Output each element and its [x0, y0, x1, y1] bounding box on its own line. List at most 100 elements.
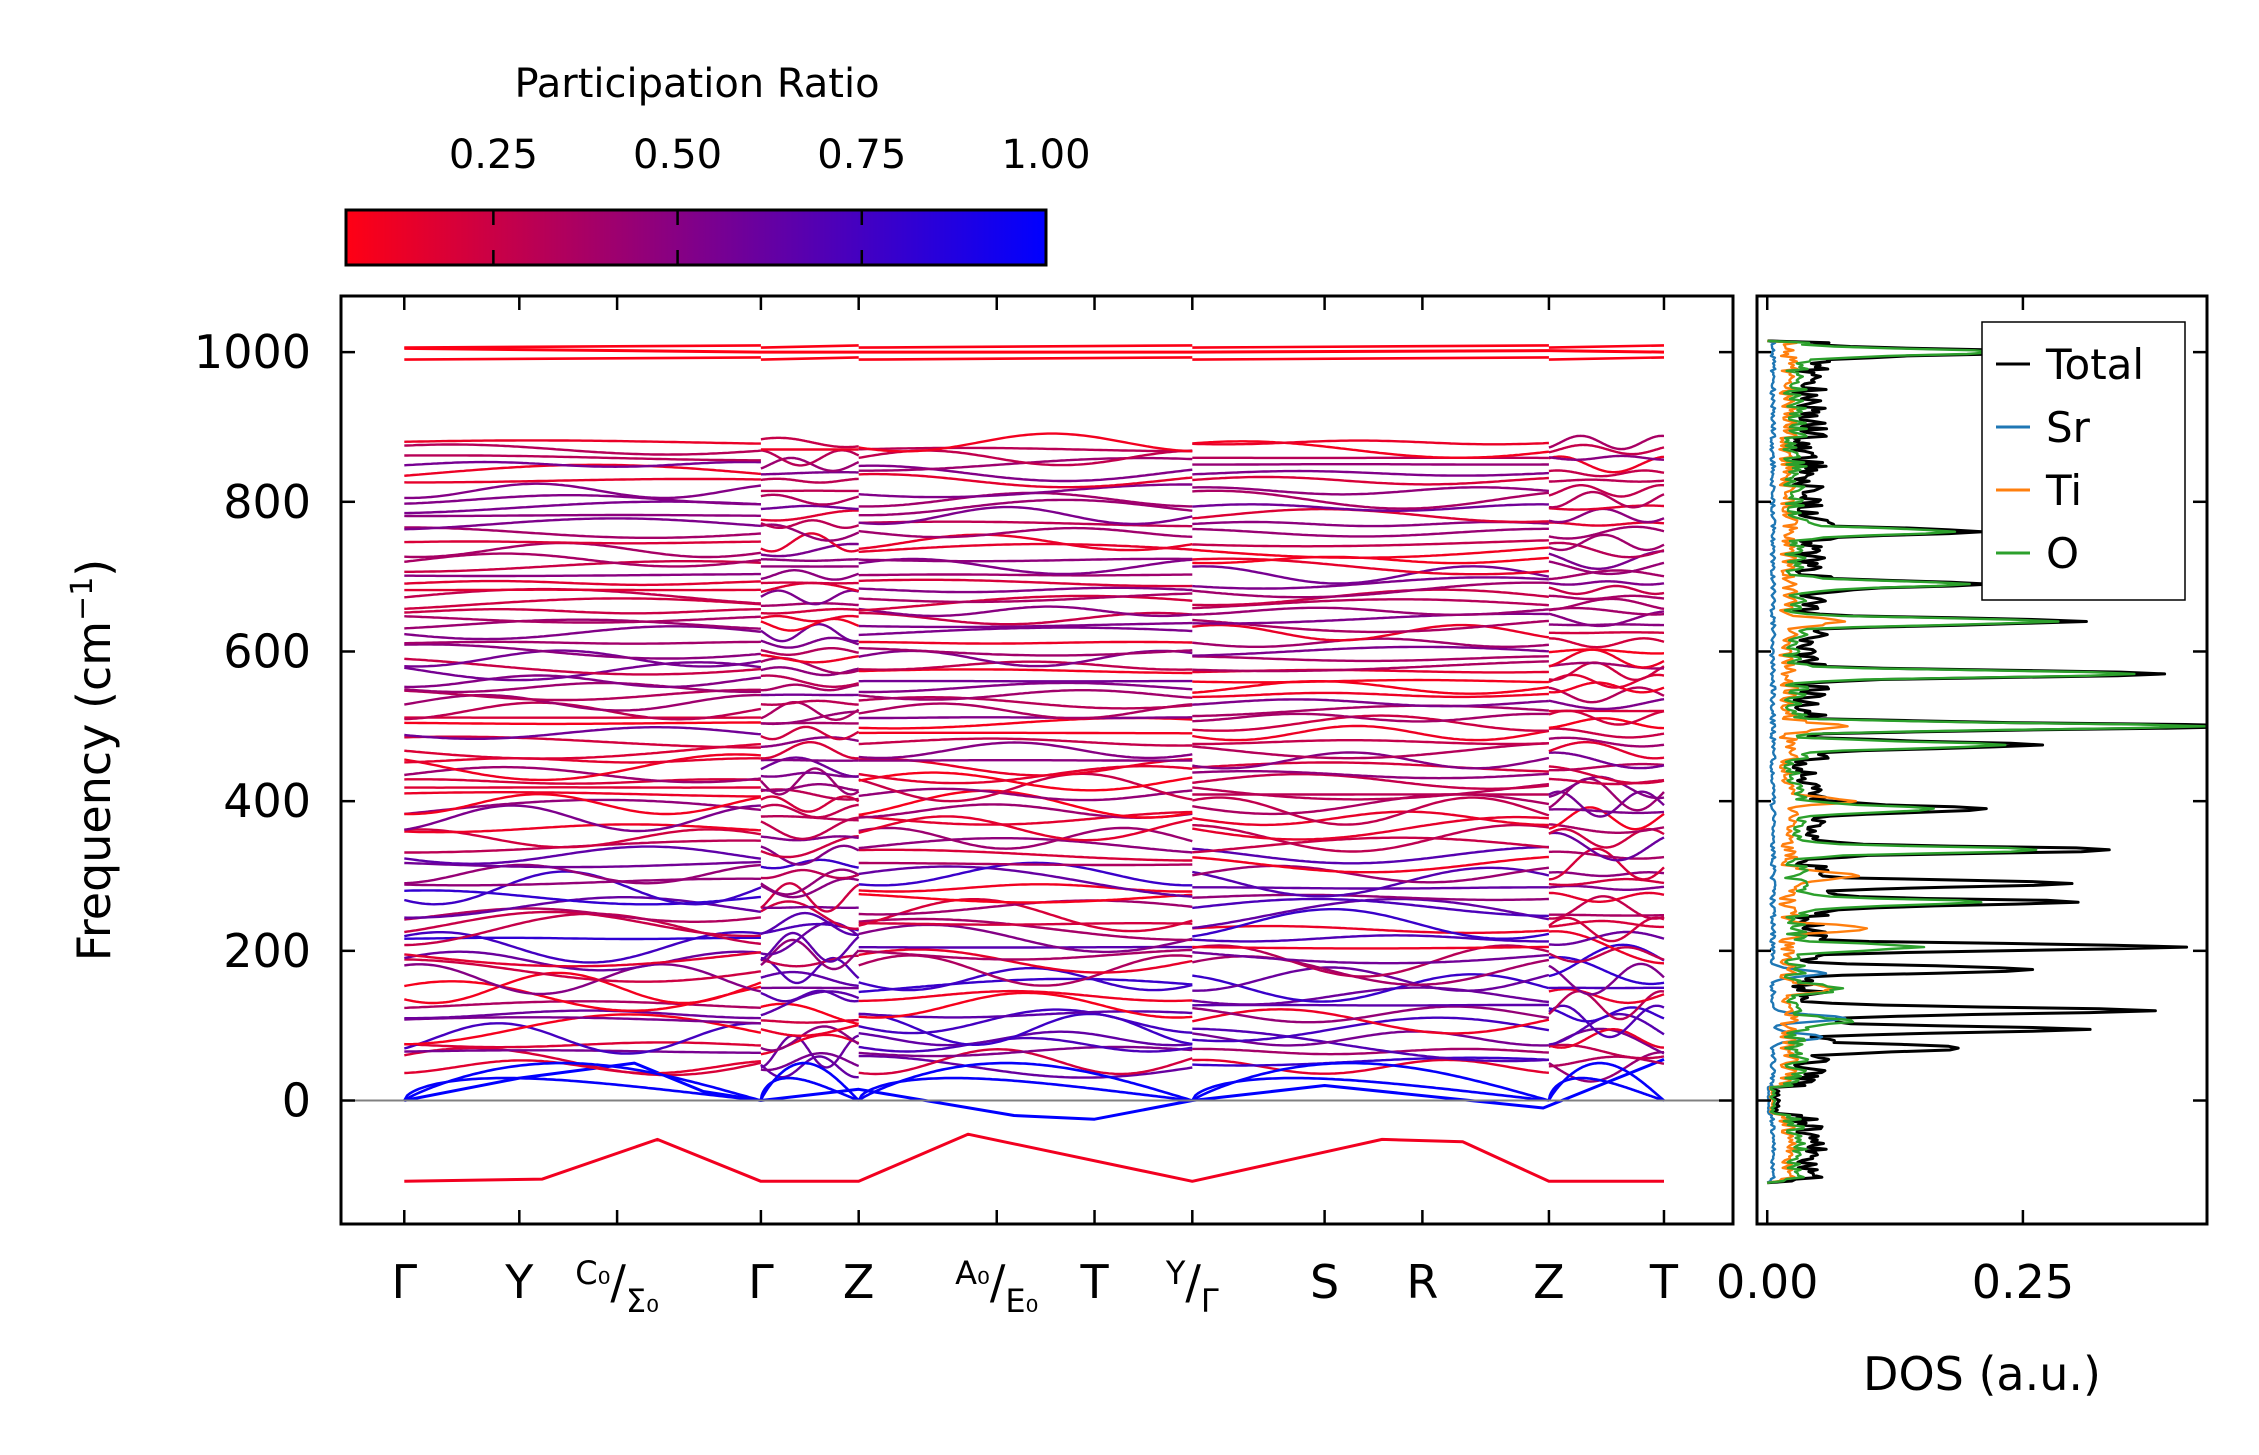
band-line	[858, 731, 1193, 735]
band-line	[858, 626, 1193, 637]
band-line	[404, 344, 761, 349]
band-line	[404, 688, 761, 702]
band-line	[404, 726, 761, 740]
band-line	[404, 517, 761, 531]
acoustic-branch	[1191, 1061, 1550, 1102]
band-line	[404, 907, 762, 923]
band-line	[404, 560, 761, 573]
band-line	[760, 504, 859, 511]
band-line	[858, 917, 1193, 942]
band-line	[858, 991, 1193, 1019]
band-line	[1192, 836, 1550, 854]
band-line	[404, 526, 761, 539]
band-line	[404, 1059, 761, 1075]
band-line	[1548, 727, 1665, 739]
band-line	[1192, 724, 1550, 742]
band-line	[404, 735, 761, 749]
band-line	[760, 767, 860, 796]
band-line	[1192, 823, 1550, 853]
colorbar-tick-label: 0.75	[817, 132, 906, 178]
band-line	[404, 963, 762, 996]
band-line	[1548, 930, 1664, 965]
band-line	[1548, 560, 1665, 576]
dos-frame	[1755, 294, 2209, 1226]
band-line	[1548, 697, 1665, 711]
band-line	[760, 614, 859, 623]
band-line	[858, 1047, 1193, 1076]
dos-x-tick-label: 0.25	[1972, 1255, 2074, 1309]
band-line	[1192, 660, 1549, 673]
band-line	[760, 344, 859, 349]
band-line	[404, 439, 761, 445]
band-line	[404, 753, 761, 782]
band-line	[1548, 648, 1664, 655]
band-line	[1192, 945, 1549, 950]
band-line	[1548, 469, 1665, 478]
band-line	[858, 605, 1193, 618]
band-line	[1548, 831, 1665, 862]
band-line	[858, 1010, 1193, 1019]
band-line	[1192, 1027, 1549, 1063]
legend-label-ti: Ti	[2045, 466, 2082, 515]
band-line	[404, 804, 761, 833]
band-line	[1548, 681, 1665, 694]
band-line	[1548, 919, 1664, 929]
band-line	[1548, 762, 1664, 772]
band-line	[858, 660, 1193, 671]
band-line	[760, 493, 859, 506]
dos-series-total	[1767, 339, 2207, 1185]
band-line	[760, 989, 859, 1003]
band-line	[1192, 678, 1549, 684]
band-line	[404, 661, 762, 682]
band-line	[404, 823, 761, 834]
band-line	[1548, 930, 1665, 946]
band-line	[760, 519, 859, 529]
band-line	[858, 621, 1193, 629]
band-y-tick-label: 0	[282, 1074, 311, 1128]
band-line	[858, 557, 1193, 563]
band-line	[760, 558, 859, 562]
band-line	[760, 905, 859, 909]
band-line	[760, 710, 859, 726]
band-line	[1548, 637, 1665, 649]
colorbar-tick-label: 0.50	[633, 132, 722, 178]
acoustic-branch	[1191, 1076, 1550, 1102]
band-line	[858, 948, 1193, 961]
band-line	[404, 579, 761, 587]
band-line	[1192, 796, 1550, 826]
acoustic-branch	[403, 1061, 762, 1102]
band-line	[1548, 943, 1665, 978]
band-line	[404, 757, 761, 764]
band-line	[858, 737, 1193, 747]
band-line	[1192, 618, 1549, 634]
band-line	[1192, 1047, 1549, 1056]
band-line	[404, 1000, 761, 1010]
band-line	[858, 542, 1193, 553]
band-line	[858, 640, 1193, 645]
band-line	[1192, 557, 1549, 576]
band-line	[1548, 344, 1665, 349]
band-line	[1548, 736, 1665, 748]
band-line	[404, 793, 762, 816]
band-line	[858, 356, 1193, 361]
band-line	[760, 509, 859, 522]
acoustic-branch	[857, 1076, 1193, 1102]
band-line	[760, 617, 860, 632]
band-line	[858, 810, 1193, 826]
band-line	[760, 683, 859, 692]
band-line	[1192, 680, 1550, 695]
band-line	[404, 1009, 761, 1020]
band-line	[404, 625, 762, 641]
acoustic-branch	[857, 1061, 1193, 1102]
band-line	[760, 877, 860, 899]
acoustic-branch	[759, 1076, 860, 1102]
band-line	[858, 592, 1193, 604]
band-line	[1192, 897, 1550, 930]
band-line	[760, 868, 860, 880]
band-line	[1548, 946, 1665, 963]
band-line	[1548, 741, 1665, 760]
band-line	[404, 643, 761, 660]
band-line	[858, 789, 1193, 819]
band-line	[404, 828, 762, 849]
band-line	[1548, 1051, 1664, 1083]
